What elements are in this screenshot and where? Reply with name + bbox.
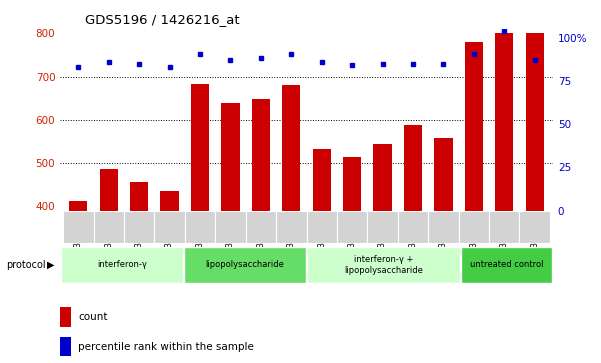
Bar [185,211,215,243]
Bar [459,211,489,243]
Bar [154,211,185,243]
Bar [313,149,331,211]
Bar [276,211,307,243]
Bar [435,138,453,211]
Bar [343,156,361,211]
Bar [489,211,519,243]
Text: interferon-γ +
lipopolysaccharide: interferon-γ + lipopolysaccharide [344,255,423,275]
Bar [160,191,178,211]
Bar [61,247,183,283]
Bar [367,211,398,243]
Text: percentile rank within the sample: percentile rank within the sample [78,342,254,352]
Bar [525,33,544,211]
Bar [404,125,422,211]
Bar [307,247,460,283]
Bar [94,211,124,243]
Text: untreated control: untreated control [470,261,543,269]
Bar [191,84,209,211]
Bar [337,211,367,243]
Bar [100,169,118,211]
Text: count: count [78,312,108,322]
Bar [519,211,550,243]
Bar [124,211,154,243]
Text: protocol: protocol [6,260,46,270]
Bar [373,143,392,211]
Bar [63,211,94,243]
Text: interferon-γ: interferon-γ [97,261,147,269]
Text: lipopolysaccharide: lipopolysaccharide [206,261,284,269]
Bar [184,247,306,283]
Bar [60,337,72,356]
Bar [282,85,300,211]
Bar [465,42,483,211]
Bar [246,211,276,243]
Bar [495,33,513,211]
Bar [252,99,270,211]
Bar [398,211,428,243]
Text: GDS5196 / 1426216_at: GDS5196 / 1426216_at [85,13,239,26]
Bar [60,307,72,327]
Bar [69,201,88,211]
Bar [130,182,148,211]
Bar [221,102,240,211]
Bar [215,211,246,243]
Bar [461,247,552,283]
Bar [307,211,337,243]
Bar [428,211,459,243]
Text: ▶: ▶ [47,260,55,270]
